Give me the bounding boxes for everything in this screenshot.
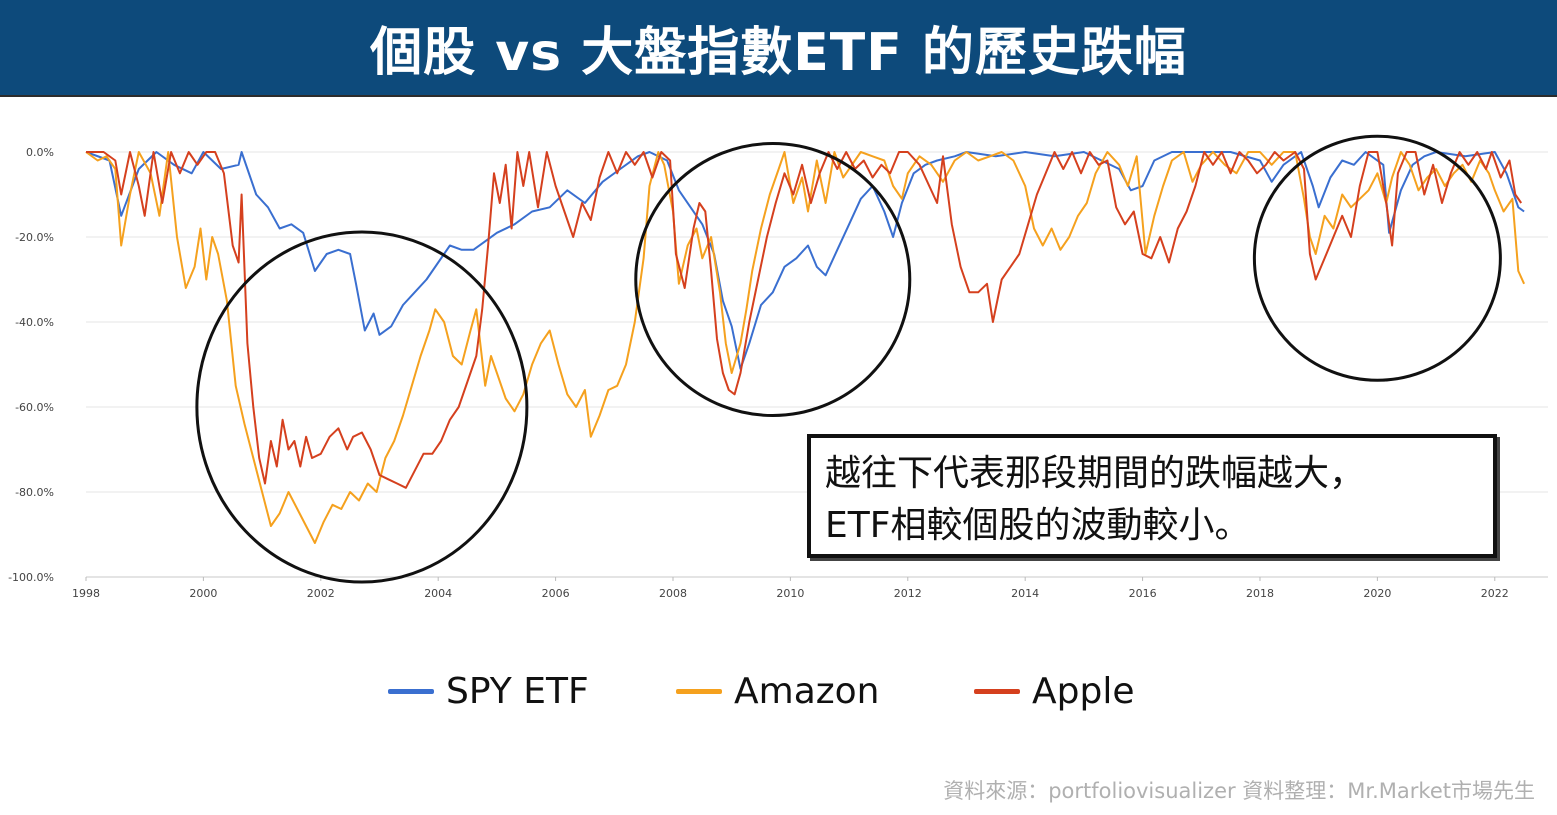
series-line-apple (86, 151, 1523, 489)
x-tick-label: 2000 (189, 587, 217, 600)
x-tick-label: 2004 (424, 587, 452, 600)
annotation-line-1: 越往下代表那段期間的跌幅越大， (825, 453, 1366, 494)
legend-item-apple: Apple (974, 668, 1134, 714)
y-tick-label: -100.0% (8, 571, 54, 584)
title-banner: 個股 vs 大盤指數ETF 的歷史跌幅 (0, 0, 1557, 97)
legend-swatch-apple (974, 688, 1020, 694)
legend-swatch-spy (388, 688, 434, 694)
annotation-line-2: ETF相較個股的波動較小。 (825, 505, 1251, 546)
x-tick-label: 2016 (1129, 587, 1157, 600)
x-tick-label: 2020 (1363, 587, 1391, 600)
x-tick-label: 2022 (1481, 587, 1509, 600)
legend-label-amazon: Amazon (734, 670, 880, 712)
y-tick-label: -60.0% (15, 401, 54, 414)
y-tick-label: 0.0% (26, 146, 54, 159)
highlight-circle-2009 (634, 142, 912, 417)
y-tick-label: -80.0% (15, 486, 54, 499)
legend-swatch-amazon (676, 688, 722, 694)
y-tick-label: -40.0% (15, 316, 54, 329)
x-tick-label: 2012 (894, 587, 922, 600)
x-tick-label: 2018 (1246, 587, 1274, 600)
highlight-circle-2002 (195, 230, 529, 584)
x-tick-label: 2008 (659, 587, 687, 600)
legend-item-amazon: Amazon (676, 668, 880, 714)
page-title: 個股 vs 大盤指數ETF 的歷史跌幅 (370, 23, 1187, 83)
legend-item-spy: SPY ETF (388, 668, 589, 714)
x-tick-label: 2002 (307, 587, 335, 600)
source-credit: 資料來源：portfoliovisualizer 資料整理：Mr.Market市… (943, 779, 1535, 803)
series-line-spy (85, 151, 1525, 370)
legend-label-apple: Apple (1032, 670, 1135, 712)
x-tick-label: 2014 (1011, 587, 1039, 600)
y-tick-label: -20.0% (15, 231, 54, 244)
highlight-circle-2020 (1252, 134, 1502, 382)
legend-label-spy: SPY ETF (446, 670, 589, 712)
x-tick-label: 2010 (776, 587, 804, 600)
annotation-box: 越往下代表那段期間的跌幅越大， ETF相較個股的波動較小。 (807, 434, 1497, 558)
series-line-amazon (85, 151, 1526, 544)
x-tick-label: 1998 (72, 587, 100, 600)
x-tick-label: 2006 (542, 587, 570, 600)
